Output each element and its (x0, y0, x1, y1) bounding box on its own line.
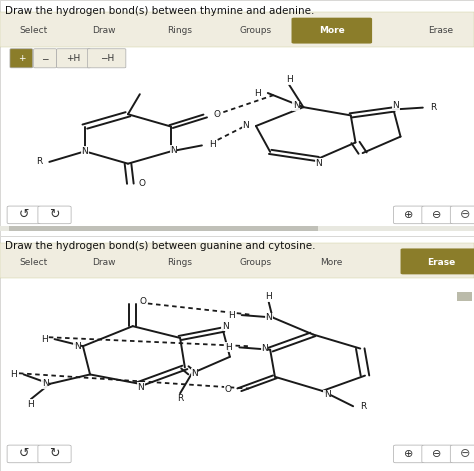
FancyBboxPatch shape (292, 18, 372, 44)
Text: ↺: ↺ (18, 447, 29, 460)
Text: H: H (41, 334, 47, 344)
Text: Groups: Groups (240, 258, 272, 267)
Text: N: N (293, 101, 300, 111)
Text: H: H (286, 75, 292, 84)
Text: N: N (42, 379, 48, 389)
Text: N: N (242, 122, 249, 130)
FancyBboxPatch shape (7, 206, 40, 224)
Text: N: N (324, 390, 330, 399)
Text: Rings: Rings (168, 26, 192, 35)
Text: Select: Select (19, 258, 47, 267)
Text: More: More (319, 26, 345, 35)
FancyBboxPatch shape (87, 49, 126, 68)
Text: N: N (392, 101, 399, 111)
Text: ↺: ↺ (18, 208, 29, 221)
Text: Draw: Draw (92, 26, 116, 35)
Text: More: More (320, 258, 343, 267)
Text: Groups: Groups (240, 26, 272, 35)
Text: N: N (137, 383, 144, 392)
FancyBboxPatch shape (38, 206, 71, 224)
Text: R: R (360, 402, 367, 411)
FancyBboxPatch shape (10, 49, 33, 68)
Text: R: R (36, 157, 42, 166)
Text: ⊕: ⊕ (404, 210, 413, 220)
FancyBboxPatch shape (7, 445, 40, 463)
Text: N: N (82, 147, 88, 156)
FancyBboxPatch shape (393, 206, 424, 224)
Text: ⊖: ⊖ (460, 447, 471, 460)
Text: ⊖: ⊖ (460, 208, 471, 221)
Text: Erase: Erase (428, 26, 454, 35)
Text: H: H (265, 292, 272, 301)
Text: Draw the hydrogen bond(s) between thymine and adenine.: Draw the hydrogen bond(s) between thymin… (5, 6, 314, 16)
Text: H: H (27, 400, 34, 409)
Text: ⊖: ⊖ (432, 449, 442, 459)
Text: N: N (74, 341, 81, 351)
Text: +: + (18, 54, 25, 63)
Text: R: R (430, 103, 437, 112)
Text: R: R (177, 394, 183, 403)
FancyBboxPatch shape (422, 206, 453, 224)
Text: ↻: ↻ (49, 447, 60, 460)
Text: O: O (224, 385, 231, 394)
Text: N: N (261, 344, 268, 353)
FancyBboxPatch shape (393, 445, 424, 463)
FancyBboxPatch shape (422, 445, 453, 463)
Bar (0, 243, 474, 278)
Bar (0, 12, 474, 47)
Text: +H: +H (66, 54, 81, 63)
Text: N: N (315, 159, 322, 168)
FancyBboxPatch shape (450, 206, 474, 224)
Text: ⊕: ⊕ (404, 449, 413, 459)
Text: O: O (214, 110, 220, 119)
Text: H: H (254, 89, 261, 97)
Bar (0, 226, 474, 231)
FancyBboxPatch shape (34, 49, 56, 68)
Text: ↻: ↻ (49, 208, 60, 221)
Text: N: N (265, 313, 272, 322)
Text: N: N (191, 369, 198, 378)
Text: Rings: Rings (168, 258, 192, 267)
FancyBboxPatch shape (450, 445, 474, 463)
Text: Draw the hydrogen bond(s) between guanine and cytosine.: Draw the hydrogen bond(s) between guanin… (5, 242, 315, 252)
Text: N: N (170, 146, 177, 154)
Text: H: H (228, 310, 235, 320)
Bar (9, 226, 318, 231)
Text: N: N (222, 322, 228, 331)
Bar (457, 292, 472, 301)
Text: Draw: Draw (92, 258, 116, 267)
FancyBboxPatch shape (38, 445, 71, 463)
Text: Select: Select (19, 26, 47, 35)
Text: H: H (226, 343, 232, 352)
Text: −H: −H (100, 54, 114, 63)
Text: Erase: Erase (427, 258, 455, 267)
Text: ⊖: ⊖ (432, 210, 442, 220)
FancyBboxPatch shape (57, 49, 90, 68)
Text: O: O (139, 179, 146, 188)
Text: O: O (140, 297, 146, 307)
Text: H: H (10, 370, 17, 379)
Text: −: − (41, 54, 49, 63)
FancyBboxPatch shape (401, 249, 474, 274)
Text: H: H (209, 140, 216, 149)
